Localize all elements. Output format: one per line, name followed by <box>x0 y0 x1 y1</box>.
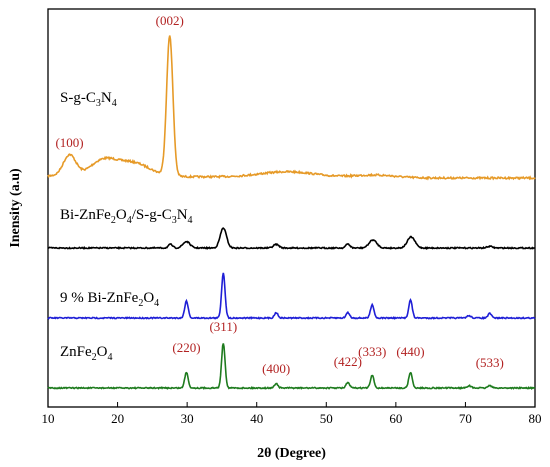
peak-label: (533) <box>476 355 504 370</box>
series-label-composite: Bi-ZnFe2O4/S-g-C3N4 <box>60 207 193 226</box>
peak-label: (002) <box>156 13 184 28</box>
series-line-composite <box>47 227 536 250</box>
peak-label: (100) <box>55 135 83 150</box>
peak-label: (440) <box>396 344 424 359</box>
series-label-sgcn: S-g-C3N4 <box>60 90 117 109</box>
peak-label: (333) <box>358 344 386 359</box>
series-label-bi9: 9 % Bi-ZnFe2O4 <box>60 290 159 309</box>
x-tick-label: 50 <box>320 411 333 426</box>
series-label-zfo: ZnFe2O4 <box>60 344 113 363</box>
series-line-zfo <box>47 343 536 391</box>
x-tick-label: 20 <box>111 411 124 426</box>
series-line-bi9 <box>47 272 536 320</box>
peak-label: (220) <box>172 340 200 355</box>
x-tick-label: 70 <box>459 411 472 426</box>
y-axis-title: Inensity (a.u) <box>8 168 23 248</box>
x-tick-label: 30 <box>181 411 194 426</box>
peak-label: (422) <box>334 354 362 369</box>
series-line-sgcn <box>47 35 536 181</box>
peak-label: (400) <box>262 361 290 376</box>
x-tick-label: 10 <box>42 411 55 426</box>
peak-annotations: (002) (100) (220) (311) (400) (422)(333) (440)… <box>55 13 503 376</box>
series-labels: S-g-C3N4 Bi-ZnFe2O4/S-g-C3N4 9 % Bi-ZnFe2O… <box>60 90 193 363</box>
x-axis-title: 2θ (Degree) <box>257 446 326 461</box>
x-tick-label: 60 <box>389 411 402 426</box>
x-tick-label: 80 <box>529 411 542 426</box>
plot-frame <box>47 8 536 408</box>
peak-label: (311) <box>209 319 237 334</box>
x-tick-label: 40 <box>250 411 263 426</box>
x-axis-ticks: 10 20 30 40 50 60 70 80 <box>42 402 542 426</box>
series-layer <box>47 35 536 391</box>
